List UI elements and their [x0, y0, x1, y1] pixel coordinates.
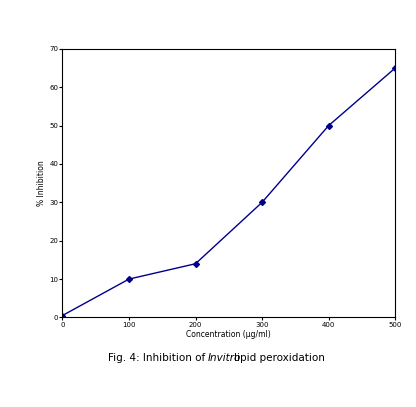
Text: lipid peroxidation: lipid peroxidation — [208, 353, 325, 363]
Text: Fig. 4: Inhibition of: Fig. 4: Inhibition of — [107, 353, 208, 363]
Y-axis label: % Inhibition: % Inhibition — [37, 160, 47, 206]
X-axis label: Concentration (µg/ml): Concentration (µg/ml) — [186, 330, 271, 339]
Text: Invitro: Invitro — [208, 353, 241, 363]
